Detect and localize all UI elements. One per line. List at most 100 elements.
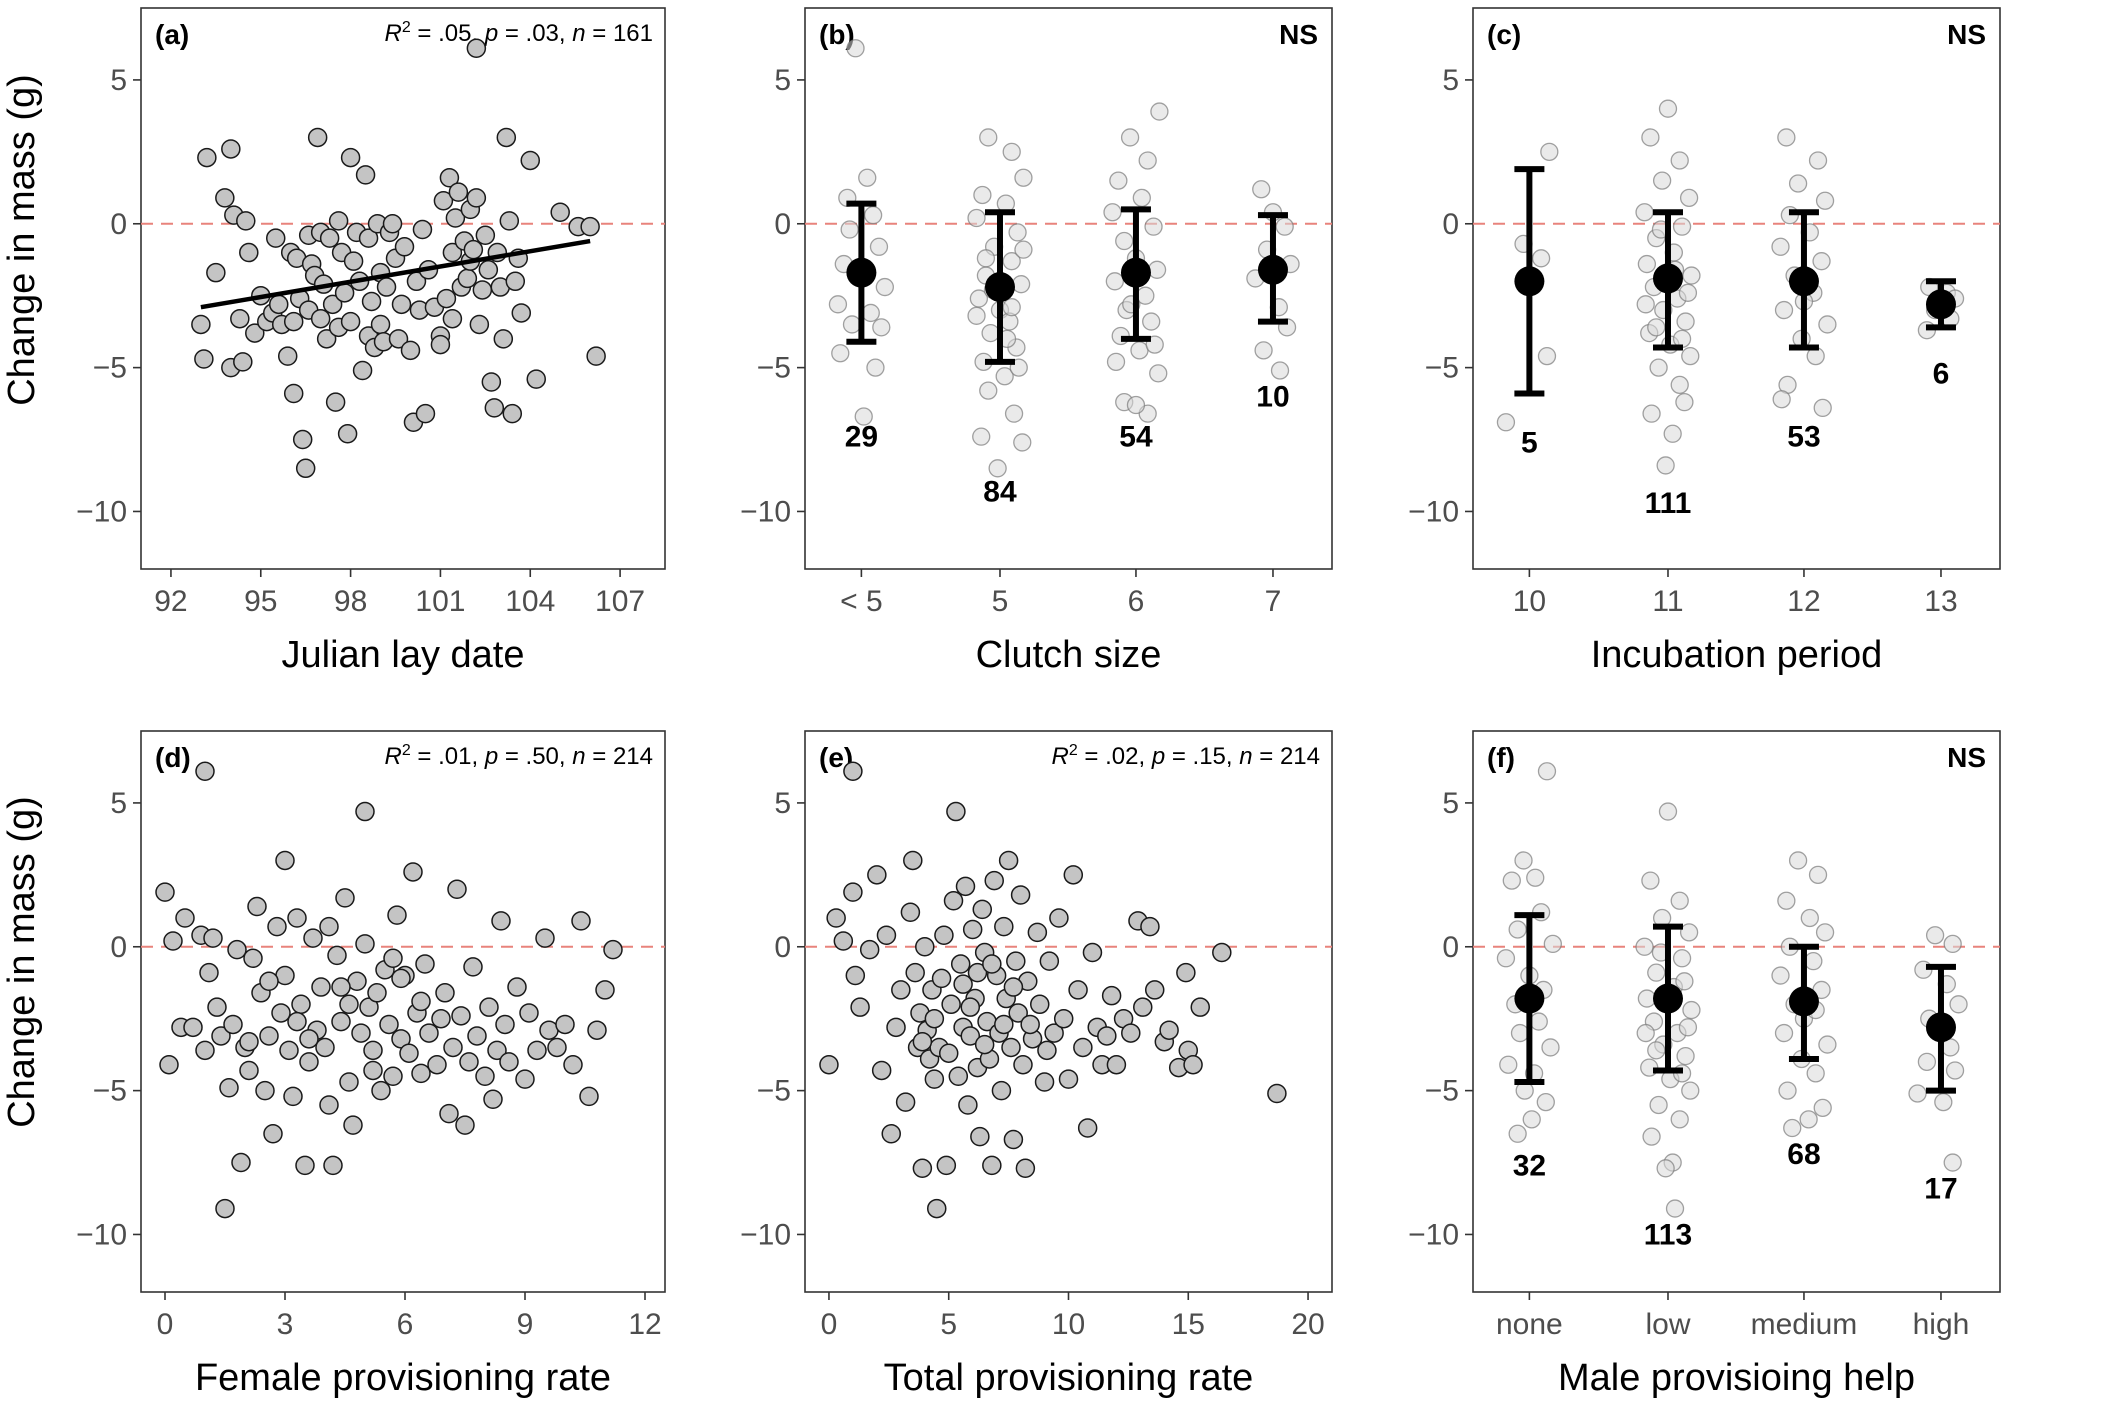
mean-point [846,257,877,288]
x-tick-label: 10 [1052,1308,1085,1341]
jitter-point [1537,346,1557,366]
x-tick-label: 6 [397,1308,414,1341]
data-point [845,965,866,986]
data-point [984,870,1004,891]
jitter-point [1635,937,1654,956]
jitter-point [1676,1046,1695,1066]
data-point [1101,985,1122,1006]
data-point [343,251,364,271]
panel-f: −10 −5 0 5 none low medium high Male provisioing… [1408,730,2001,1399]
jitter-point [1808,151,1828,170]
jitter-point [1679,923,1699,942]
data-point [361,291,382,312]
data-point [982,954,1002,974]
data-point [315,1037,335,1058]
x-tick-label: 12 [628,1308,661,1341]
data-point [1159,1020,1179,1040]
data-point [953,974,973,994]
x-tick-label: 101 [415,585,465,618]
data-point [245,323,265,343]
data-point [376,277,397,297]
sample-size-label: 113 [1644,1218,1692,1251]
jitter-point [858,168,877,187]
jitter-point [1658,802,1678,821]
jitter-point [1642,1127,1661,1146]
data-point [526,369,546,389]
mean-point [1652,263,1683,294]
data-point [1008,1003,1028,1023]
data-point [587,1020,607,1040]
x-tick-label: 6 [1128,585,1145,618]
stats-part: 2 [402,742,411,759]
jitter-point [1496,413,1516,432]
y-tick-label: 5 [1442,64,1459,97]
x-axis-title: Female provisioning rate [195,1357,611,1399]
data-point [265,228,286,248]
data-point [291,994,311,1015]
data-point [363,1040,383,1061]
data-point [159,1054,179,1075]
jitter-point [1011,275,1031,294]
data-point [239,1060,259,1081]
data-point [466,38,487,59]
data-point [970,1126,990,1147]
data-point [579,1086,599,1107]
mean-point [1652,983,1683,1014]
data-point [275,850,295,871]
data-point [1097,1026,1117,1046]
data-point [331,1011,351,1032]
stats-part: = .02, [1078,743,1152,770]
data-point [1020,1014,1040,1035]
mean-point [1788,986,1819,1017]
jitter-point [979,128,998,147]
ns-label: NS [1947,19,1986,50]
y-tick-label: −10 [1408,1218,1459,1251]
data-point [263,1124,283,1144]
jitter-point [1008,223,1027,242]
data-point [515,1069,535,1089]
jitter-point [1637,989,1657,1008]
data-point [1068,980,1088,1000]
data-point [967,962,988,983]
data-point [277,346,298,366]
x-tick-label: medium [1751,1308,1858,1341]
y-tick-label: −5 [757,352,791,385]
y-tick-label: 0 [110,931,127,964]
x-tick-label: < 5 [840,585,883,618]
jitter-point [1522,1110,1541,1129]
data-point [430,334,451,355]
data-point [938,1043,959,1063]
jitter-point [1672,217,1692,236]
data-point [912,1031,933,1052]
jitter-point [1800,908,1819,928]
data-point [1267,1083,1287,1104]
data-point [1077,1118,1098,1138]
x-tick-label: 20 [1291,1308,1324,1341]
data-point [555,1014,575,1035]
data-point [403,862,423,882]
data-point [1003,1129,1024,1150]
data-point [195,761,215,782]
stats-annotation: R2 = .05, p = .03, n = 161 [385,19,654,47]
jitter-point [1818,315,1837,334]
data-point [191,314,211,335]
data-point [337,424,358,444]
y-tick-label: 0 [774,931,791,964]
plot-frame [1472,7,2001,570]
jitter-point [1275,217,1294,236]
jitter-point [1812,252,1831,271]
data-point [595,980,615,1000]
jitter-point [1130,341,1149,360]
x-tick-label: 107 [595,585,645,618]
data-point [339,994,359,1015]
x-tick-label: 12 [1787,585,1820,618]
y-tick-label: 0 [1442,931,1459,964]
data-point [203,928,223,948]
data-point [960,1026,981,1046]
y-tick-label: −5 [93,1075,127,1108]
jitter-point [1149,364,1168,383]
jitter-point [1508,1124,1527,1143]
data-point [267,916,287,937]
stats-part: = .15, [1165,743,1239,770]
